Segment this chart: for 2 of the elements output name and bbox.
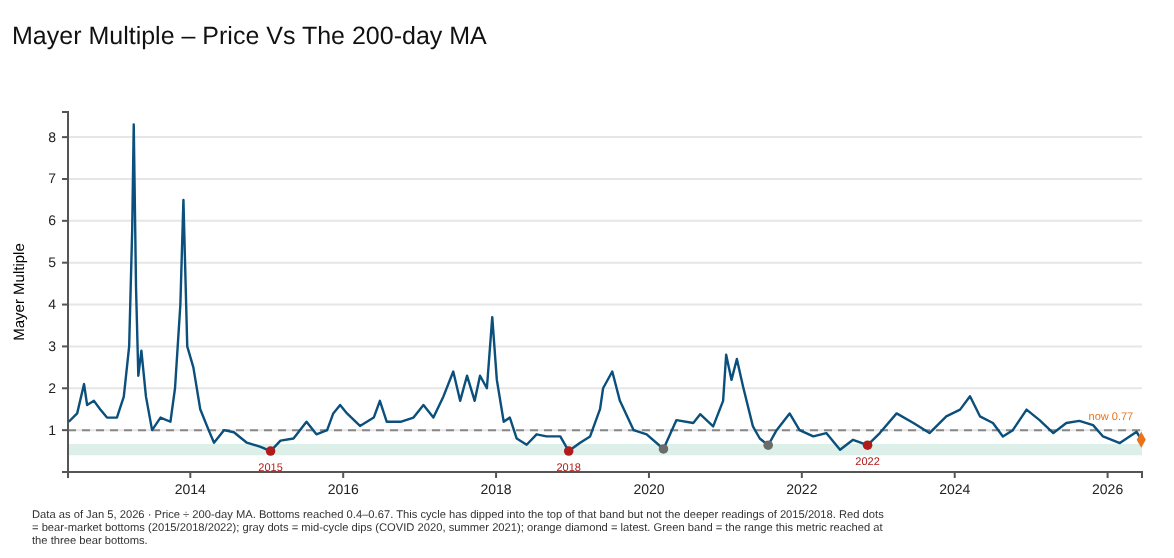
line-series — [67, 123, 1143, 453]
chart-title: Mayer Multiple – Price Vs The 200-day MA — [12, 22, 489, 50]
